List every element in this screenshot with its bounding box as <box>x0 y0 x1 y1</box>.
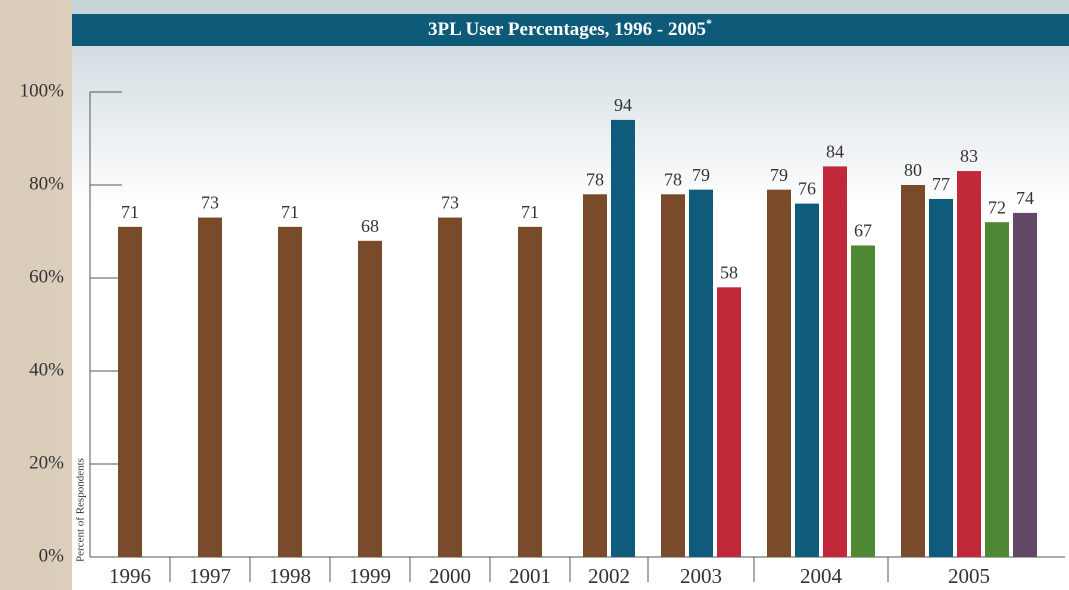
x-tick-label: 1999 <box>349 564 391 588</box>
bar <box>901 185 925 557</box>
value-label: 71 <box>281 202 299 222</box>
value-label: 72 <box>988 197 1006 217</box>
bar <box>1013 212 1037 557</box>
bar <box>198 217 222 558</box>
x-tick-label: 2000 <box>429 564 471 588</box>
value-label: 68 <box>361 216 379 236</box>
x-tick-label: 1996 <box>109 564 151 588</box>
x-tick-label: 2001 <box>509 564 551 588</box>
bar <box>689 189 713 557</box>
title-mark: * <box>706 16 712 30</box>
value-label: 74 <box>1016 188 1034 208</box>
chart-title-text: 3PL User Percentages, 1996 - 2005 <box>428 19 706 40</box>
x-tick-label: 2005 <box>948 564 990 588</box>
bar <box>795 203 819 557</box>
y-tick-label: 80% <box>29 173 64 194</box>
value-label: 78 <box>586 169 604 189</box>
x-tick-label: 2004 <box>800 564 843 588</box>
y-tick-label: 100% <box>20 80 65 101</box>
bar <box>767 189 791 557</box>
bar <box>358 240 382 558</box>
x-tick-label: 1997 <box>189 564 231 588</box>
bar <box>957 171 981 558</box>
y-tick-label: 20% <box>29 452 64 473</box>
value-label: 80 <box>904 160 922 180</box>
value-label: 73 <box>441 193 459 213</box>
y-tick-label: 40% <box>29 359 64 380</box>
bar <box>118 226 142 557</box>
value-label: 78 <box>664 169 682 189</box>
value-label: 67 <box>854 221 872 241</box>
chart-title: 3PL User Percentages, 1996 - 2005* <box>428 16 712 41</box>
x-tick-label: 2002 <box>588 564 630 588</box>
bar <box>583 194 607 558</box>
bar <box>438 217 462 558</box>
value-label: 94 <box>614 95 632 115</box>
value-label: 77 <box>932 174 950 194</box>
value-label: 58 <box>720 262 738 282</box>
x-tick-label: 1998 <box>269 564 311 588</box>
x-tick-label: 2003 <box>680 564 722 588</box>
bar <box>611 119 635 558</box>
y-tick-label: 60% <box>29 266 64 287</box>
bar <box>823 166 847 557</box>
bar <box>518 226 542 557</box>
value-label: 79 <box>692 165 710 185</box>
bar <box>717 287 741 557</box>
value-label: 73 <box>201 193 219 213</box>
value-label: 84 <box>826 142 844 162</box>
bar <box>278 226 302 557</box>
bar <box>929 198 953 557</box>
y-axis-label: Percent of Respondents <box>75 458 87 562</box>
value-label: 83 <box>960 146 978 166</box>
bar <box>851 245 875 557</box>
value-label: 76 <box>798 179 816 199</box>
title-bar <box>72 14 1069 46</box>
value-label: 71 <box>521 202 539 222</box>
value-label: 79 <box>770 165 788 185</box>
value-label: 71 <box>121 202 139 222</box>
bar <box>661 194 685 558</box>
bar <box>985 222 1009 557</box>
y-tick-label: 0% <box>39 545 65 566</box>
